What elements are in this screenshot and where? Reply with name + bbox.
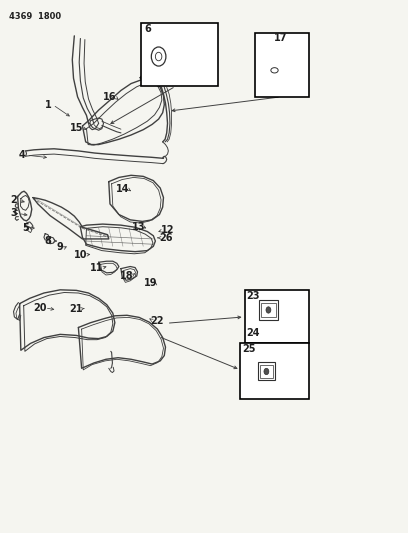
Bar (258, 362, 275, 381)
Text: 16: 16 (103, 92, 117, 102)
Text: 5: 5 (22, 223, 29, 233)
Text: 25: 25 (242, 344, 256, 354)
Bar (260, 365, 273, 378)
Text: 4369  1800: 4369 1800 (9, 12, 62, 21)
Text: 10: 10 (74, 250, 87, 260)
Text: 4: 4 (18, 150, 25, 160)
Text: 18: 18 (120, 271, 134, 280)
Text: 13: 13 (133, 222, 146, 232)
Text: 15: 15 (70, 123, 83, 133)
Text: 17: 17 (274, 33, 288, 43)
Text: 24: 24 (246, 328, 260, 338)
Text: 9: 9 (57, 243, 64, 253)
Text: 20: 20 (33, 303, 47, 313)
Circle shape (266, 307, 271, 313)
Text: 6: 6 (144, 24, 151, 34)
Bar (259, 301, 278, 319)
Bar (141, 22, 218, 86)
Text: 1: 1 (44, 100, 51, 110)
Text: 22: 22 (151, 316, 164, 326)
Bar (255, 33, 309, 97)
Text: 23: 23 (246, 291, 260, 301)
Text: 8: 8 (44, 236, 51, 246)
Text: 21: 21 (70, 304, 83, 314)
Text: 11: 11 (90, 263, 103, 273)
Text: 3: 3 (10, 208, 17, 219)
Text: 12: 12 (161, 225, 174, 236)
Text: 26: 26 (159, 233, 172, 243)
Text: 2: 2 (10, 195, 17, 205)
Bar (261, 303, 276, 317)
Circle shape (264, 368, 269, 375)
Bar (244, 290, 309, 343)
Text: 14: 14 (116, 184, 130, 194)
Bar (240, 343, 309, 399)
Text: 19: 19 (144, 278, 157, 288)
